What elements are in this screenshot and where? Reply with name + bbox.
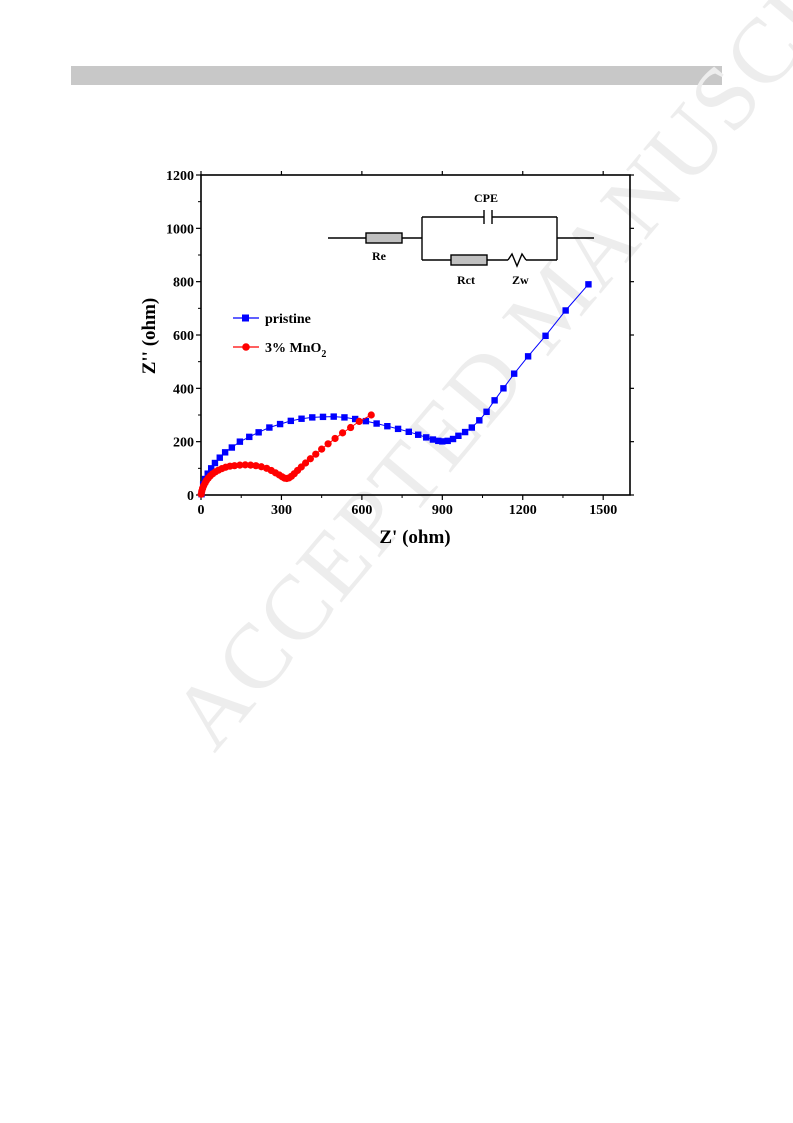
x-tick-label: 0 — [198, 503, 205, 518]
data-point-pristine — [562, 307, 569, 314]
data-point-pristine — [449, 435, 457, 443]
data-point-pristine — [510, 370, 518, 377]
x-tick-label: 300 — [271, 503, 292, 518]
data-point-mno2 — [306, 455, 314, 463]
data-point-pristine — [483, 408, 490, 415]
series-line-pristine — [201, 283, 589, 495]
data-point-pristine — [384, 423, 391, 430]
data-point-pristine — [455, 432, 462, 439]
data-point-pristine — [341, 414, 348, 421]
warburg-element — [507, 252, 527, 268]
data-point-pristine — [435, 437, 442, 445]
legend-mno2-marker — [242, 343, 250, 351]
data-point-pristine — [461, 428, 469, 436]
re-resistor — [365, 232, 403, 244]
data-point-pristine — [542, 332, 549, 339]
data-point-pristine — [524, 353, 532, 360]
data-point-mno2 — [252, 462, 260, 470]
data-point-pristine — [476, 417, 483, 424]
data-point-mno2 — [247, 461, 255, 469]
data-point-pristine — [319, 413, 327, 421]
data-point-pristine — [330, 413, 337, 420]
y-tick-label: 1000 — [166, 222, 194, 237]
data-point-mno2 — [301, 459, 310, 467]
data-point-pristine — [444, 437, 451, 445]
data-point-pristine — [423, 434, 430, 441]
data-point-pristine — [500, 385, 507, 392]
data-point-pristine — [491, 397, 498, 404]
axes-layer: 0 300 600 900 1200 1500 0 200 400 600 800 1000 1200 — [166, 169, 634, 518]
header-bar — [71, 66, 722, 85]
data-point-mno2 — [367, 411, 375, 419]
x-tick-label: 900 — [432, 503, 453, 518]
legend: pristine 3% MnO2 — [233, 312, 326, 360]
y-tick-label: 0 — [187, 489, 194, 504]
data-point-pristine — [394, 425, 402, 433]
data-point-pristine — [287, 417, 295, 425]
data-point-pristine — [221, 449, 229, 456]
y-tick-label: 1200 — [166, 169, 194, 184]
data-point-pristine — [309, 414, 316, 421]
data-point-mno2 — [236, 461, 244, 469]
data-point-pristine — [236, 438, 244, 445]
data-point-pristine — [216, 454, 223, 461]
x-tick-label: 1500 — [589, 503, 617, 518]
x-tick-label: 1200 — [509, 503, 537, 518]
plot-frame — [200, 174, 631, 496]
data-point-pristine — [405, 428, 412, 435]
data-point-pristine — [246, 433, 253, 441]
data-point-pristine — [255, 429, 262, 436]
zw-label: Zw — [512, 273, 529, 287]
rct-label: Rct — [457, 273, 475, 287]
data-point-mno2 — [347, 423, 355, 432]
cpe-label: CPE — [474, 191, 498, 205]
nyquist-chart: 0 300 600 900 1200 1500020040060080010001200 … — [139, 169, 634, 548]
data-point-pristine — [266, 424, 273, 431]
y-tick-label: 400 — [173, 382, 194, 397]
data-point-mno2 — [241, 461, 249, 469]
data-point-mno2 — [318, 445, 326, 453]
data-point-pristine — [351, 415, 359, 423]
x-axis-title: Z' (ohm) — [379, 527, 450, 548]
x-tick-label: 600 — [351, 503, 372, 518]
data-point-mno2 — [338, 429, 347, 437]
data-point-pristine — [276, 420, 284, 428]
impedance-figure: 0 300 600 900 1200 1500 0 200 400 600 800 1000 1200 … — [120, 150, 660, 560]
data-point-pristine — [228, 444, 236, 451]
data-point-pristine — [585, 281, 592, 288]
y-tick-label: 800 — [173, 276, 194, 291]
data-point-mno2 — [355, 417, 363, 425]
data-point-pristine — [373, 420, 380, 427]
rct-resistor — [450, 254, 488, 266]
y-tick-label: 200 — [173, 436, 194, 451]
series-layer — [197, 281, 592, 498]
data-point-pristine — [468, 424, 476, 431]
data-point-pristine — [414, 431, 422, 438]
legend-pristine-marker — [242, 314, 249, 322]
equivalent-circuit-inset — [328, 210, 594, 268]
y-axis-title: Z'' (ohm) — [139, 298, 160, 375]
data-point-pristine — [429, 436, 437, 443]
data-point-mno2 — [312, 450, 320, 458]
legend-mno2-label: 3% MnO2 — [265, 341, 326, 360]
data-point-pristine — [362, 417, 370, 425]
data-point-pristine — [439, 438, 446, 445]
legend-pristine-label: pristine — [265, 312, 311, 327]
data-point-mno2 — [331, 434, 339, 443]
data-point-pristine — [207, 465, 215, 472]
data-point-mno2 — [230, 462, 239, 470]
y-tick-label: 600 — [173, 329, 194, 344]
data-point-mno2 — [324, 440, 332, 448]
re-label: Re — [372, 249, 387, 263]
data-point-pristine — [298, 415, 305, 422]
data-point-pristine — [211, 459, 219, 467]
